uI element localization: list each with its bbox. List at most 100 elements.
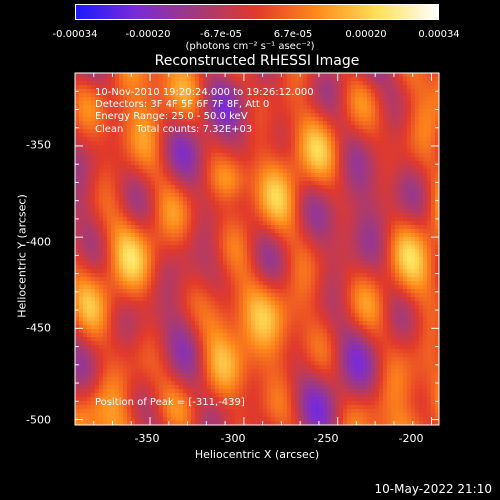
- heatmap-cell: [91, 193, 95, 197]
- heatmap-cell: [119, 157, 123, 161]
- heatmap-cell: [383, 125, 387, 129]
- heatmap-cell: [431, 129, 435, 133]
- heatmap-cell: [231, 261, 235, 265]
- heatmap-cell: [287, 165, 291, 169]
- heatmap-cell: [283, 97, 287, 101]
- heatmap-cell: [215, 129, 219, 133]
- heatmap-cell: [263, 225, 267, 229]
- heatmap-cell: [355, 193, 359, 197]
- heatmap-cell: [223, 201, 227, 205]
- heatmap-cell: [239, 209, 243, 213]
- heatmap-cell: [375, 89, 379, 93]
- heatmap-cell: [391, 209, 395, 213]
- heatmap-cell: [411, 253, 415, 257]
- heatmap-cell: [411, 133, 415, 137]
- heatmap-cell: [295, 193, 299, 197]
- heatmap-cell: [387, 201, 391, 205]
- heatmap-cell: [323, 225, 327, 229]
- heatmap-cell: [155, 141, 159, 145]
- heatmap-cell: [283, 261, 287, 265]
- heatmap-cell: [371, 285, 375, 289]
- heatmap-cell: [123, 233, 127, 237]
- heatmap-cell: [259, 261, 263, 265]
- heatmap-cell: [151, 221, 155, 225]
- heatmap-cell: [331, 149, 335, 153]
- heatmap-cell: [211, 169, 215, 173]
- heatmap-cell: [167, 225, 171, 229]
- heatmap-cell: [131, 245, 135, 249]
- heatmap-cell: [115, 73, 119, 77]
- heatmap-cell: [187, 193, 191, 197]
- heatmap-cell: [339, 101, 343, 105]
- heatmap-cell: [395, 121, 399, 125]
- heatmap-cell: [155, 97, 159, 101]
- heatmap-cell: [159, 221, 163, 225]
- heatmap-cell: [155, 201, 159, 205]
- heatmap-cell: [235, 109, 239, 113]
- heatmap-cell: [195, 289, 199, 293]
- heatmap-cell: [91, 153, 95, 157]
- heatmap-cell: [215, 141, 219, 145]
- heatmap-cell: [363, 217, 367, 221]
- heatmap-cell: [291, 133, 295, 137]
- heatmap-cell: [379, 245, 383, 249]
- heatmap-cell: [235, 221, 239, 225]
- heatmap-cell: [355, 245, 359, 249]
- heatmap-cell: [343, 117, 347, 121]
- heatmap-cell: [243, 213, 247, 217]
- heatmap-cell: [275, 81, 279, 85]
- heatmap-cell: [299, 101, 303, 105]
- heatmap-cell: [83, 257, 87, 261]
- heatmap-cell: [247, 141, 251, 145]
- heatmap-cell: [419, 185, 423, 189]
- heatmap-cell: [351, 137, 355, 141]
- heatmap-cell: [231, 253, 235, 257]
- heatmap-cell: [219, 113, 223, 117]
- heatmap-cell: [395, 197, 399, 201]
- heatmap-cell: [235, 165, 239, 169]
- heatmap-cell: [95, 257, 99, 261]
- heatmap-cell: [75, 269, 79, 273]
- heatmap-cell: [119, 269, 123, 273]
- heatmap-cell: [111, 269, 115, 273]
- heatmap-cell: [423, 177, 427, 181]
- heatmap-cell: [423, 165, 427, 169]
- heatmap-cell: [323, 189, 327, 193]
- heatmap-cell: [211, 113, 215, 117]
- heatmap-cell: [315, 281, 319, 285]
- heatmap-cell: [315, 233, 319, 237]
- heatmap-cell: [211, 181, 215, 185]
- heatmap-cell: [79, 73, 83, 77]
- heatmap-cell: [191, 261, 195, 265]
- heatmap-cell: [255, 257, 259, 261]
- heatmap-cell: [127, 281, 131, 285]
- heatmap-cell: [255, 185, 259, 189]
- heatmap-cell: [95, 289, 99, 293]
- heatmap-cell: [103, 173, 107, 177]
- heatmap-cell: [375, 253, 379, 257]
- heatmap-cell: [143, 285, 147, 289]
- heatmap-cell: [99, 233, 103, 237]
- heatmap-cell: [159, 253, 163, 257]
- heatmap-cell: [139, 265, 143, 269]
- heatmap-cell: [183, 77, 187, 81]
- heatmap-cell: [179, 281, 183, 285]
- heatmap-cell: [147, 221, 151, 225]
- heatmap-cell: [427, 133, 431, 137]
- heatmap-cell: [243, 209, 247, 213]
- heatmap-cell: [371, 133, 375, 137]
- heatmap-cell: [195, 81, 199, 85]
- heatmap-cell: [363, 245, 367, 249]
- heatmap-cell: [343, 97, 347, 101]
- heatmap-cell: [123, 205, 127, 209]
- heatmap-cell: [271, 157, 275, 161]
- heatmap-cell: [283, 137, 287, 141]
- heatmap-cell: [287, 237, 291, 241]
- heatmap-cell: [127, 253, 131, 257]
- heatmap-cell: [159, 85, 163, 89]
- heatmap-cell: [287, 229, 291, 233]
- heatmap-cell: [223, 137, 227, 141]
- heatmap-cell: [371, 225, 375, 229]
- heatmap-cell: [183, 181, 187, 185]
- heatmap-cell: [371, 145, 375, 149]
